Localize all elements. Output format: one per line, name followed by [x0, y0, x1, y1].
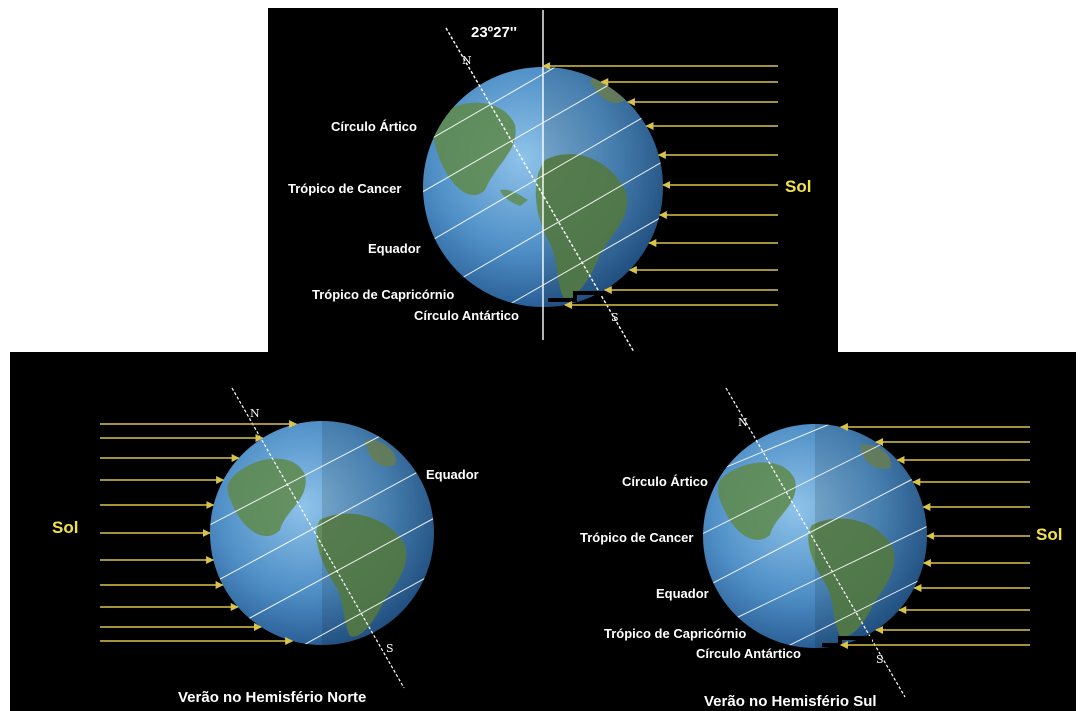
- left-sun-label: Sol: [52, 518, 78, 537]
- sun-rays-right: [839, 423, 1030, 649]
- top-label-arctic-circle: Círculo Ártico: [331, 119, 417, 134]
- axial-tilt-label: 23º27'': [471, 24, 517, 41]
- right-label-tropic-capricorn: Trópico de Capricórnio: [604, 626, 746, 641]
- right-sun-label: Sol: [1036, 525, 1062, 544]
- right-caption: Verão no Hemisfério Sul: [704, 693, 877, 710]
- sun-rays-top: [542, 62, 778, 309]
- top-label-tropic-cancer: Trópico de Cancer: [288, 181, 401, 196]
- top-sun-label: Sol: [785, 177, 811, 196]
- earth-axis: [445, 27, 635, 353]
- left-pole-north: N: [250, 407, 260, 420]
- right-label-equator: Equador: [656, 586, 709, 601]
- right-label-antarctic-circle: Círculo Antártico: [696, 646, 801, 661]
- right-globe: [703, 387, 927, 698]
- left-label-equator: Equador: [426, 467, 479, 482]
- left-pole-south: S: [386, 642, 394, 655]
- top-pole-north: N: [462, 54, 472, 67]
- right-label-tropic-cancer: Trópico de Cancer: [580, 530, 693, 545]
- right-label-arctic-circle: Círculo Ártico: [622, 474, 708, 489]
- right-pole-north: N: [738, 416, 748, 429]
- right-pole-south: S: [876, 653, 884, 666]
- top-label-equator: Equador: [368, 241, 421, 256]
- top-globe: [423, 10, 663, 353]
- top-label-tropic-capricorn: Trópico de Capricórnio: [312, 287, 454, 302]
- left-caption: Verão no Hemisfério Norte: [178, 689, 366, 706]
- top-label-antarctic-circle: Círculo Antártico: [414, 308, 519, 323]
- top-pole-south: S: [611, 311, 619, 324]
- sun-rays-left: [100, 420, 298, 645]
